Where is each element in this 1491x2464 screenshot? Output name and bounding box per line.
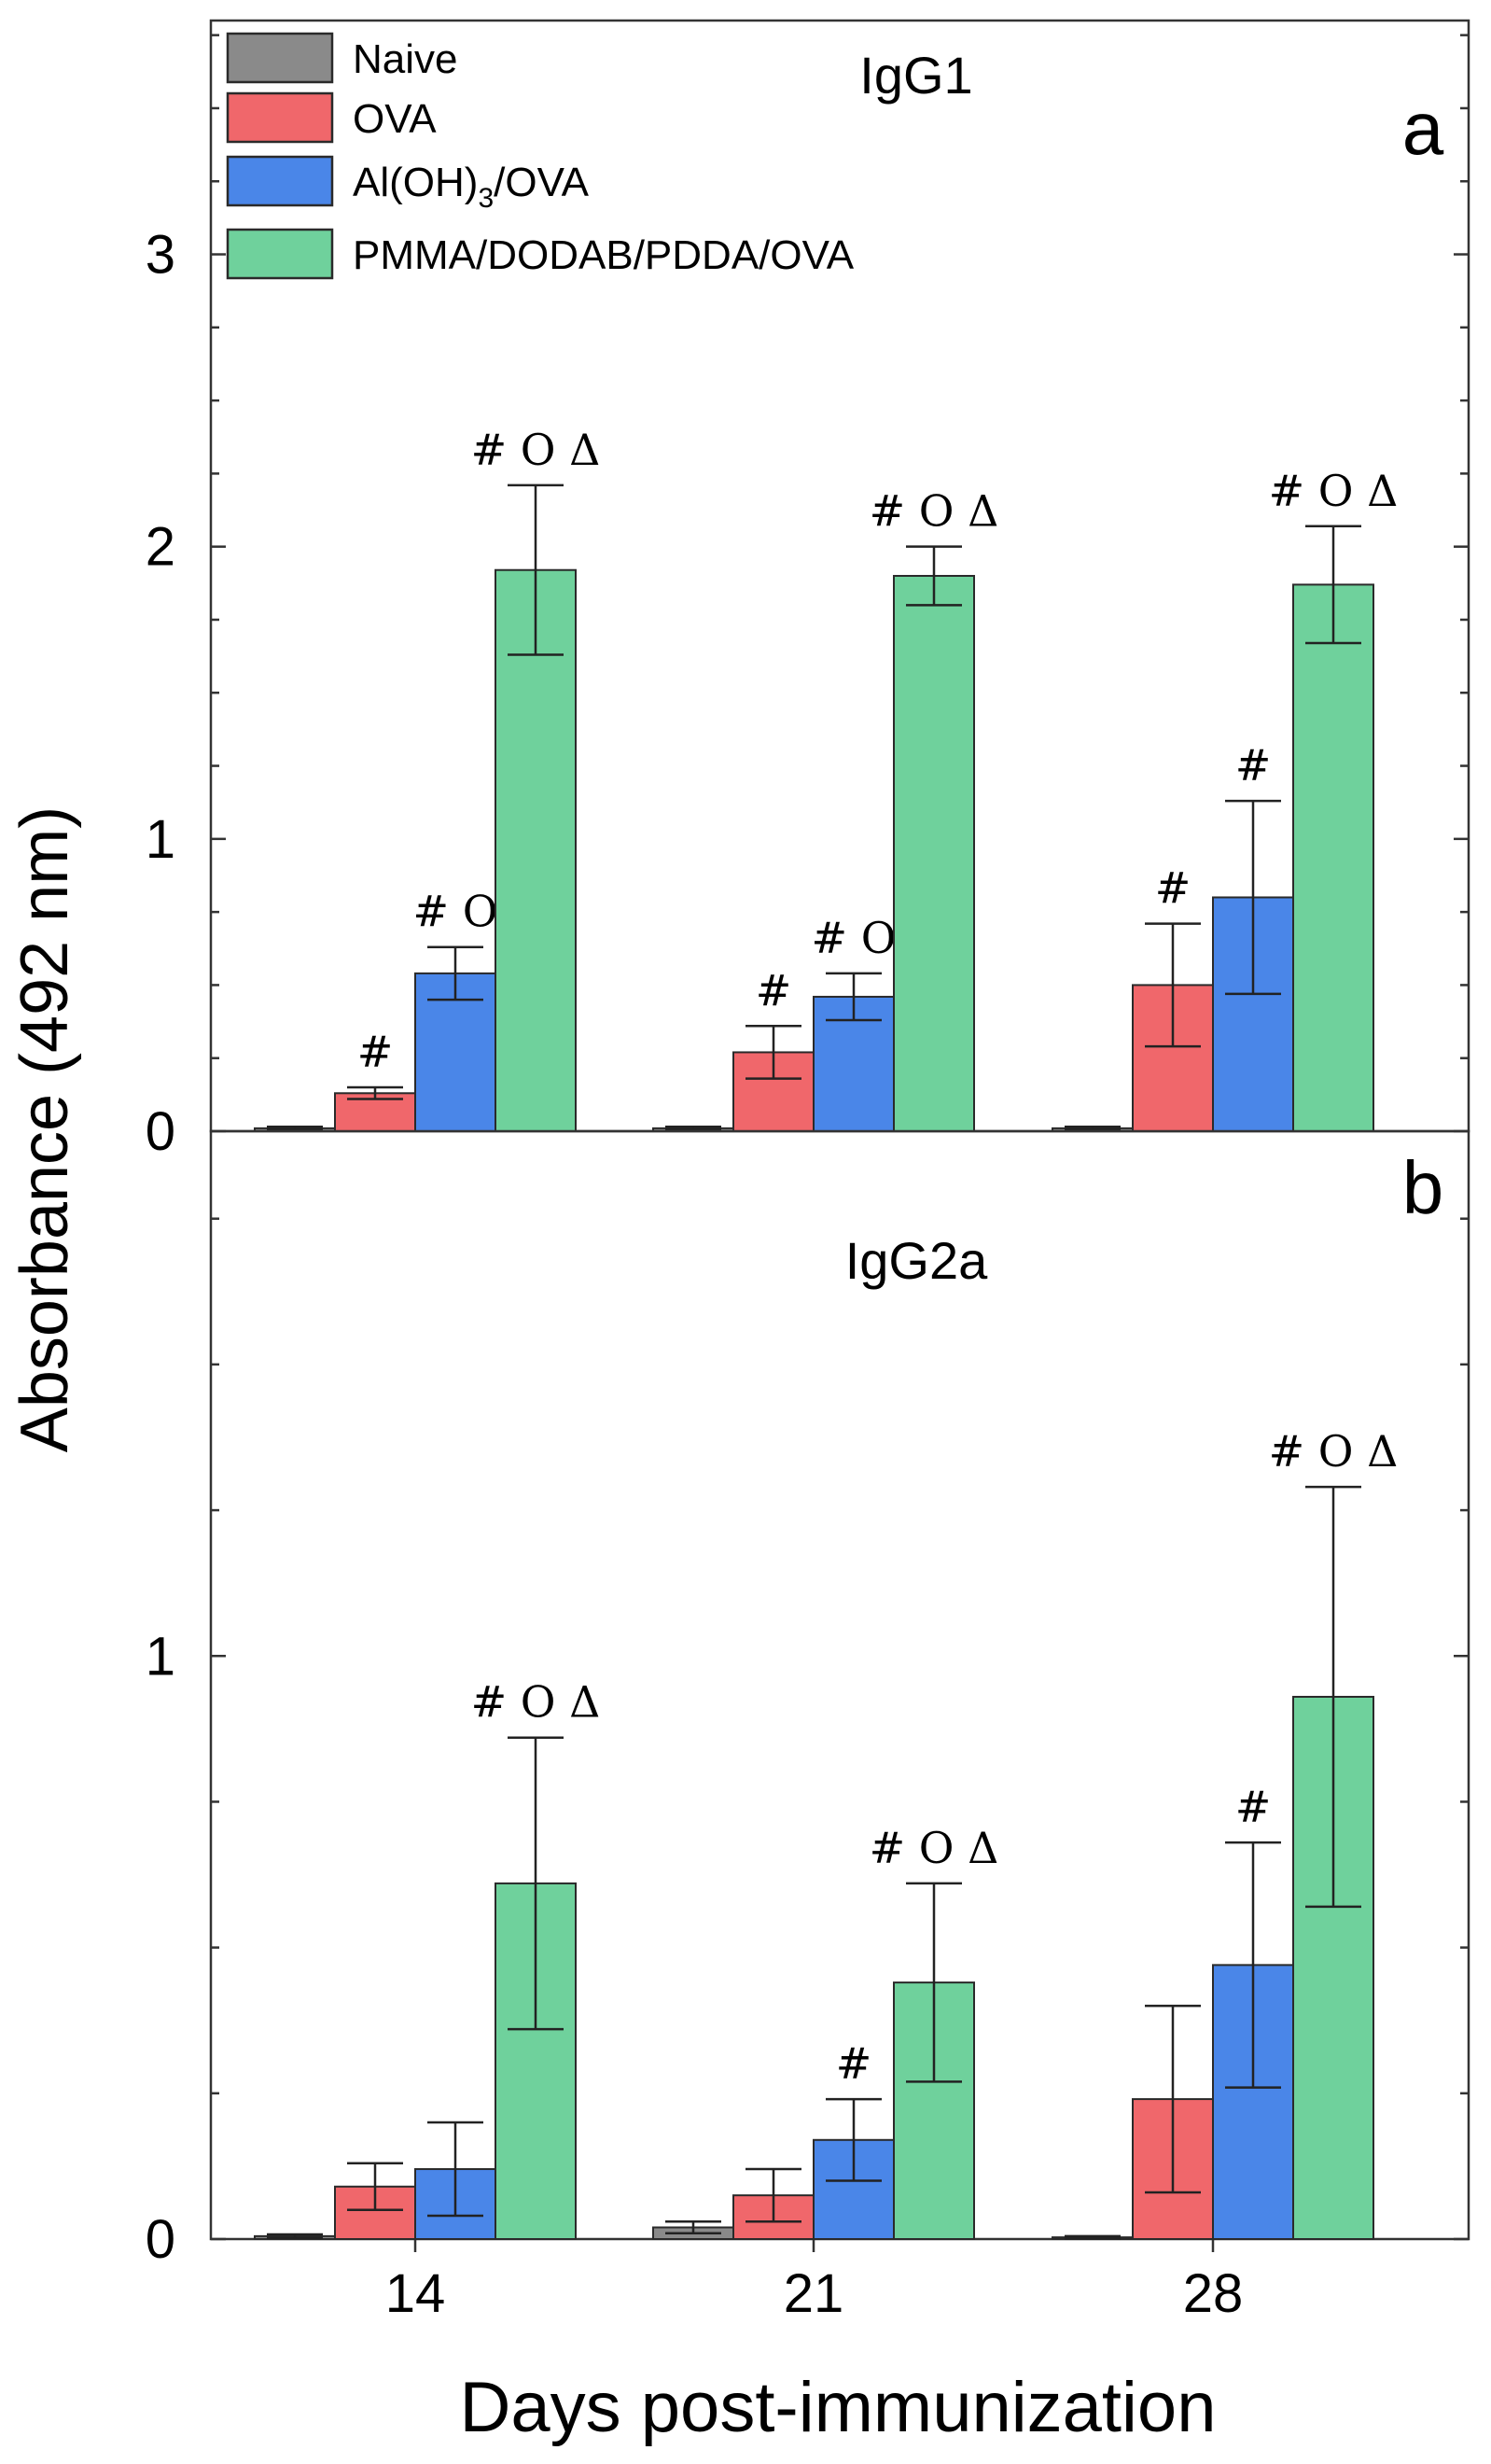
y-tick-label: 3 (146, 225, 175, 286)
significance-mark: # O Δ (1269, 466, 1399, 516)
x-tick-label: 28 (1183, 2263, 1244, 2324)
significance-mark: # O (812, 913, 897, 963)
significance-mark: # (1235, 740, 1272, 791)
significance-mark: # O Δ (1269, 1426, 1399, 1477)
significance-mark: # (1155, 863, 1191, 914)
legend-label: PMMA/DODAB/PDDA/OVA (353, 232, 855, 278)
legend: Naive OVA Al(OH)3/OVA PMMA/DODAB/PDDA/OVA (226, 32, 855, 280)
significance-mark: # O Δ (870, 1823, 999, 1873)
panel-a-igg1: 0 1 2 3 # # # # O # O # # O Δ # O Δ # O Δ IgG1 a (146, 19, 1470, 1162)
legend-label: OVA (353, 96, 437, 142)
legend-swatch (226, 155, 334, 207)
x-tick-label: 21 (784, 2263, 844, 2324)
legend-swatch (226, 32, 334, 84)
panel-letter: a (1402, 87, 1444, 170)
legend-label: Naive (353, 36, 458, 82)
significance-mark: # (756, 965, 792, 1015)
panel-title: IgG1 (859, 46, 972, 105)
bar (893, 575, 975, 1132)
y-tick-label: 0 (146, 1101, 175, 1162)
significance-mark: # O Δ (870, 486, 999, 537)
y-axis-label: Absorbance (492 nm) (7, 806, 82, 1452)
y-tick-label: 1 (146, 809, 175, 870)
panel-title: IgG2a (845, 1231, 988, 1290)
y-tick-label: 1 (146, 1626, 175, 1687)
significance-mark: # O Δ (471, 1677, 601, 1728)
y-tick-label: 2 (146, 517, 175, 578)
x-tick-label: 14 (385, 2263, 446, 2324)
significance-mark: # O Δ (471, 425, 601, 475)
significance-mark: # (836, 2038, 872, 2089)
legend-swatch (226, 91, 334, 144)
panel-letter: b (1402, 1146, 1444, 1229)
bar (495, 568, 577, 1132)
significance-mark: # O (413, 887, 498, 937)
legend-swatch (226, 228, 334, 280)
x-axis-label: Days post-immunization (460, 2368, 1217, 2447)
y-tick-label: 0 (146, 2209, 175, 2270)
bar (334, 2185, 416, 2240)
legend-label: Al(OH)3/OVA (353, 160, 590, 214)
significance-mark: # (357, 1027, 394, 1077)
significance-mark: # (1235, 1782, 1272, 1832)
panel-b-igg2a: 0 1 14 21 28 # # # O Δ # O Δ # O Δ IgG2a b (146, 1129, 1470, 2324)
bar (1292, 583, 1374, 1132)
